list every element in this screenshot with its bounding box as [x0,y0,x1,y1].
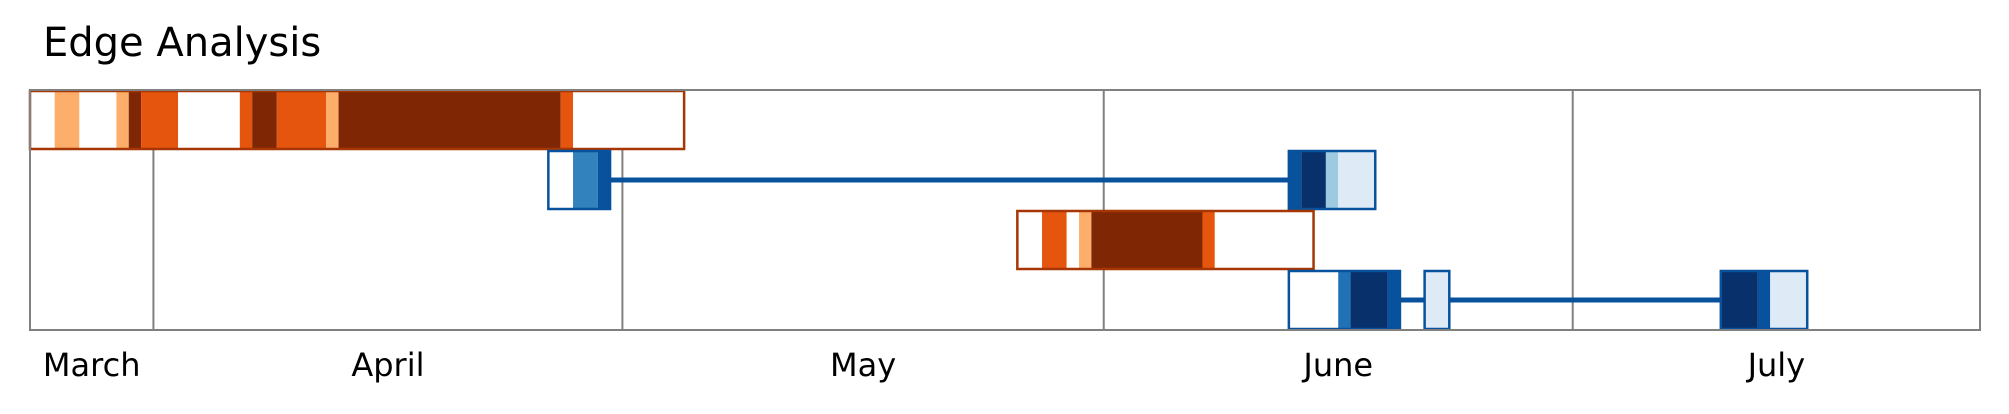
segment-row1-1-1 [1301,151,1326,209]
segment-row1-0-0 [548,151,574,209]
event-box-row3-2 [1719,269,1809,331]
segment-row1-1-0 [1288,151,1302,209]
event-box-row2-0 [1016,209,1315,271]
segment-row2-0-6 [1214,211,1314,269]
segment-row0-0-4 [128,91,142,149]
month-label-march: March [43,346,141,384]
segment-row0-0-12 [560,91,574,149]
segment-row3-2-0 [1720,271,1758,329]
segment-row0-0-7 [239,91,253,149]
chart-title: Edge Analysis [43,20,322,66]
segment-row0-0-3 [116,91,129,149]
segment-row0-0-6 [178,91,240,149]
event-boxes [28,89,1809,331]
segment-row3-0-1 [1338,271,1351,329]
segment-row0-0-5 [141,91,179,149]
month-labels: March April May June July [43,346,1805,384]
box-outline-row1-0 [547,149,612,211]
segment-row3-0-2 [1350,271,1388,329]
segment-row0-0-8 [252,91,277,149]
segment-row0-0-11 [338,91,561,149]
segment-row0-0-13 [573,91,685,149]
segment-row2-0-4 [1091,211,1203,269]
segment-row1-1-3 [1338,151,1376,209]
segment-row2-0-0 [1017,211,1043,269]
segment-row2-0-1 [1042,211,1067,269]
event-box-row3-1 [1423,269,1451,331]
box-outline-row1-1 [1287,149,1377,211]
month-label-july: July [1746,346,1806,384]
segment-row2-0-2 [1066,211,1080,269]
segment-row2-0-3 [1079,211,1092,269]
segment-row3-1-0 [1424,271,1450,329]
segment-row3-2-1 [1757,271,1771,329]
segment-row0-0-2 [79,91,117,149]
segment-row2-0-5 [1202,211,1215,269]
segment-row1-0-2 [597,151,611,209]
segment-row0-0-10 [326,91,339,149]
month-label-may: May [830,346,896,384]
event-box-row1-0 [547,149,612,211]
segment-row3-0-3 [1387,271,1400,329]
segment-row0-0-9 [276,91,327,149]
segment-row3-2-2 [1770,271,1808,329]
month-label-april: April [351,346,424,384]
event-box-row0-0 [28,89,686,151]
connectors [610,177,1721,303]
event-box-row1-1 [1287,149,1377,211]
segment-row3-0-0 [1288,271,1339,329]
segment-row1-1-2 [1325,151,1339,209]
plot-frame [29,89,1981,331]
segment-row0-0-0 [30,91,55,149]
month-label-june: June [1301,346,1373,384]
event-box-row3-0 [1287,269,1402,331]
box-outline-row2-0 [1016,209,1315,271]
segment-row1-0-1 [573,151,598,209]
segment-row0-0-1 [54,91,80,149]
